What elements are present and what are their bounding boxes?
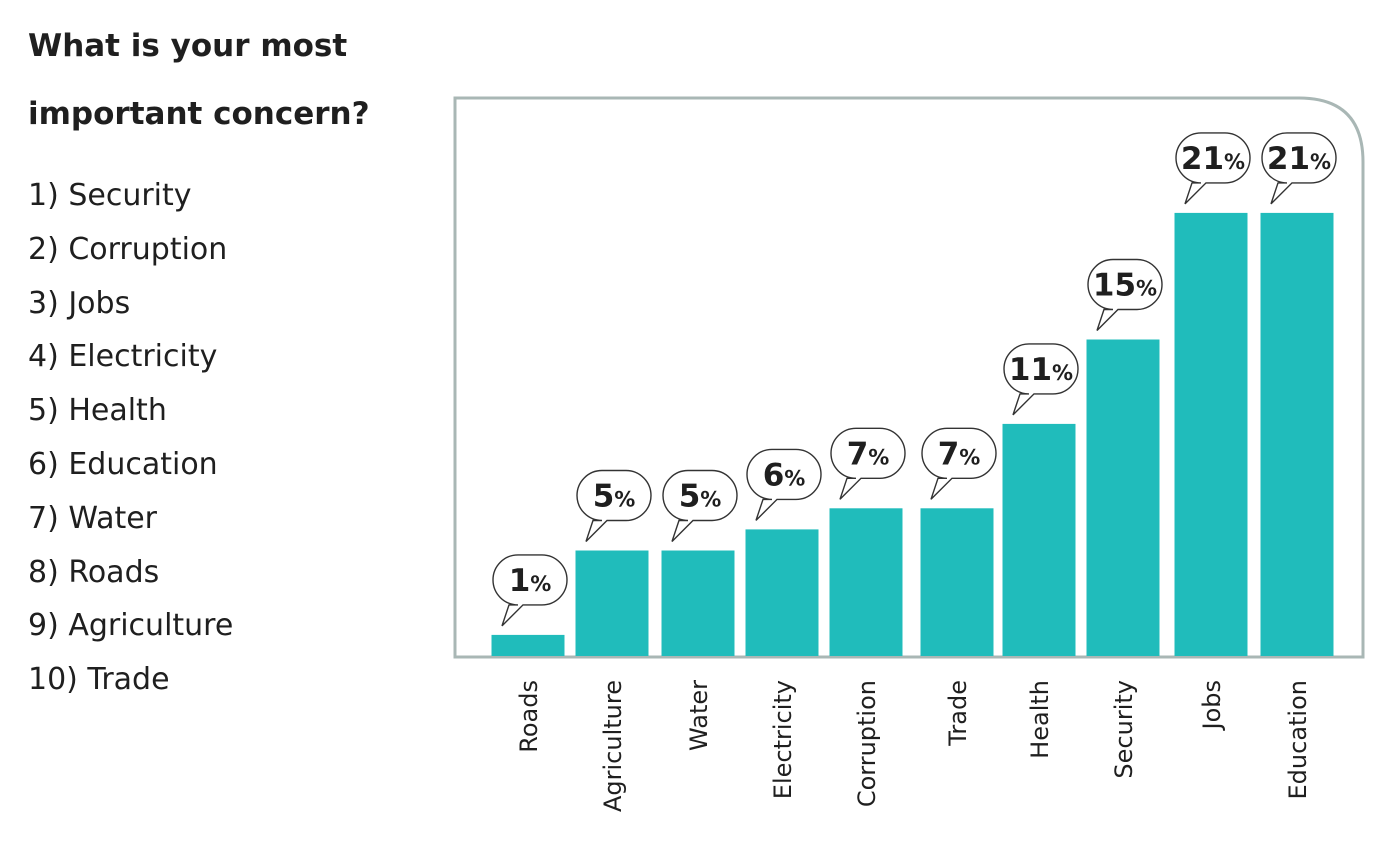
value-bubble-shape — [746, 448, 822, 521]
value-number: 7 — [847, 436, 869, 472]
value-label-jobs: 21% — [1181, 141, 1245, 177]
ranking-item-9: 9) Agriculture — [28, 608, 234, 644]
bar-security — [1086, 339, 1160, 656]
ranking-item-5: 5) Health — [28, 393, 167, 429]
ranking-item-8: 8) Roads — [28, 554, 160, 590]
category-label-health: Health — [1026, 680, 1054, 759]
value-bubble-shape — [1261, 132, 1337, 205]
value-percent-sign: % — [784, 466, 805, 490]
value-label-corruption: 7% — [847, 436, 890, 472]
value-bubble-shape — [576, 469, 652, 542]
bar-agriculture — [575, 550, 649, 656]
value-bubble-shape — [921, 427, 997, 500]
value-bubble-trade: 7% — [921, 427, 997, 500]
value-number: 1 — [509, 563, 531, 599]
value-bubble-education: 21% — [1261, 132, 1337, 205]
ranking-item-1: 1) Security — [28, 178, 192, 213]
category-label-water: Water — [685, 680, 713, 751]
bar-jobs — [1174, 212, 1248, 656]
category-label-roads: Roads — [515, 680, 543, 753]
value-percent-sign: % — [700, 488, 721, 512]
value-bubble-shape — [1087, 258, 1163, 331]
ranking-item-6: 6) Education — [28, 446, 218, 482]
value-number: 21 — [1267, 141, 1310, 177]
value-number: 21 — [1181, 141, 1224, 177]
value-label-agriculture: 5% — [593, 479, 636, 515]
value-label-health: 11% — [1009, 352, 1073, 388]
bar-electricity — [745, 529, 819, 656]
value-percent-sign: % — [1310, 150, 1331, 174]
value-label-security: 15% — [1093, 268, 1157, 304]
ranking-item-3: 3) Jobs — [28, 285, 131, 321]
category-labels-layer: Roads Agriculture Water Electricity Corrupti… — [515, 680, 1312, 812]
value-bubble-roads: 1% — [492, 554, 568, 627]
category-label-agriculture: Agriculture — [599, 680, 627, 812]
value-label-trade: 7% — [938, 436, 981, 472]
value-percent-sign: % — [614, 488, 635, 512]
value-bubble-shape — [1175, 132, 1251, 205]
value-bubble-jobs: 21% — [1175, 132, 1251, 205]
value-percent-sign: % — [1224, 150, 1245, 174]
value-percent-sign: % — [1052, 361, 1073, 385]
bar-roads — [491, 634, 565, 656]
category-label-corruption: Corruption — [853, 680, 881, 807]
value-bubble-electricity: 6% — [746, 448, 822, 521]
value-label-roads: 1% — [509, 563, 552, 599]
concern-ranking-list: 1) Security 2) Corruption 3) Jobs 4) Ele… — [28, 169, 233, 707]
bar-water — [661, 550, 735, 656]
value-bubble-shape — [492, 554, 568, 627]
category-label-security: Security — [1110, 680, 1138, 779]
value-number: 7 — [938, 436, 960, 472]
value-bubble-water: 5% — [662, 469, 738, 542]
value-percent-sign: % — [959, 445, 980, 469]
bar-health — [1002, 423, 1076, 656]
value-bubble-shape — [662, 469, 738, 542]
value-percent-sign: % — [530, 572, 551, 596]
ranking-item-7: 7) Water — [28, 500, 158, 536]
value-bubbles-layer: 1%5% 5%6%7% 7%11%15%21% 21% — [492, 132, 1337, 627]
value-number: 5 — [593, 479, 615, 515]
value-number: 11 — [1009, 352, 1052, 388]
title-line-2: important concern? — [28, 96, 370, 132]
title-line-1: What is your most — [28, 28, 348, 64]
value-number: 6 — [763, 457, 785, 493]
value-bubble-shape — [1003, 343, 1079, 416]
ranking-item-4: 4) Electricity — [28, 339, 218, 375]
value-percent-sign: % — [868, 445, 889, 469]
value-number: 5 — [679, 479, 701, 515]
bar-corruption — [829, 508, 903, 656]
value-label-education: 21% — [1267, 141, 1331, 177]
ranking-item-10: 10) Trade — [28, 662, 170, 698]
value-bubble-health: 11% — [1003, 343, 1079, 416]
chart-frame — [453, 96, 1365, 659]
category-label-education: Education — [1284, 680, 1312, 799]
bar-trade — [920, 508, 994, 656]
value-bubble-agriculture: 5% — [576, 469, 652, 542]
category-label-jobs: Jobs — [1198, 680, 1226, 732]
ranking-item-2: 2) Corruption — [28, 231, 228, 267]
value-number: 15 — [1093, 268, 1136, 304]
value-bubble-shape — [830, 427, 906, 500]
category-label-trade: Trade — [944, 680, 972, 747]
value-label-electricity: 6% — [763, 457, 806, 493]
bars-layer — [491, 212, 1334, 656]
value-bubble-corruption: 7% — [830, 427, 906, 500]
value-label-water: 5% — [679, 479, 722, 515]
page-title: What is your most important concern? — [28, 12, 408, 148]
bar-education — [1260, 212, 1334, 656]
category-label-electricity: Electricity — [769, 680, 797, 799]
value-bubble-security: 15% — [1087, 258, 1163, 331]
value-percent-sign: % — [1136, 277, 1157, 301]
